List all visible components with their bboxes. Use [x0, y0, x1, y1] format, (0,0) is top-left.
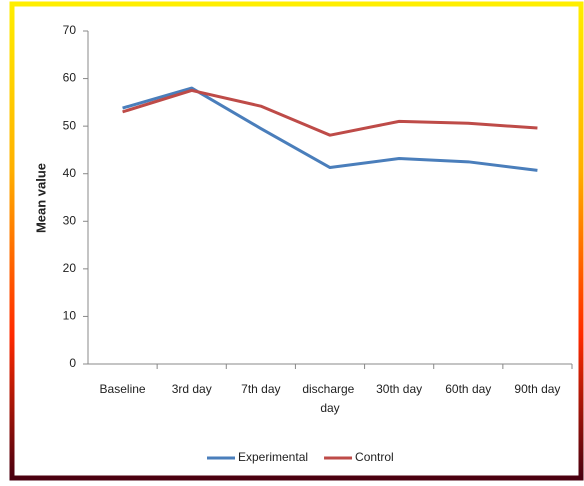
y-tick-label: 0 [69, 356, 76, 370]
y-tick-label: 20 [63, 261, 77, 275]
x-tick-label: 3rd day [172, 382, 212, 396]
series-line [122, 86, 538, 172]
x-tick-label: discharge day [302, 382, 357, 415]
y-tick-label: 70 [63, 23, 77, 37]
y-axis-label: Mean value [33, 163, 48, 233]
frame [9, 1, 584, 481]
x-tick-label: 90th day [514, 382, 560, 396]
x-tick-label: 60th day [445, 382, 491, 396]
x-tick-label: Baseline [100, 382, 146, 396]
y-tick-label: 30 [63, 213, 77, 227]
y-tick-label: 40 [63, 166, 77, 180]
legend-label: Control [355, 450, 394, 464]
y-tick-label: 10 [63, 309, 77, 323]
y-tick-label: 50 [63, 118, 77, 132]
x-tick-label: 30th day [376, 382, 422, 396]
y-tick-label: 60 [63, 71, 77, 85]
legend-label: Experimental [238, 450, 308, 464]
x-tick-label: 7th day [241, 382, 280, 396]
series-line [122, 88, 538, 137]
